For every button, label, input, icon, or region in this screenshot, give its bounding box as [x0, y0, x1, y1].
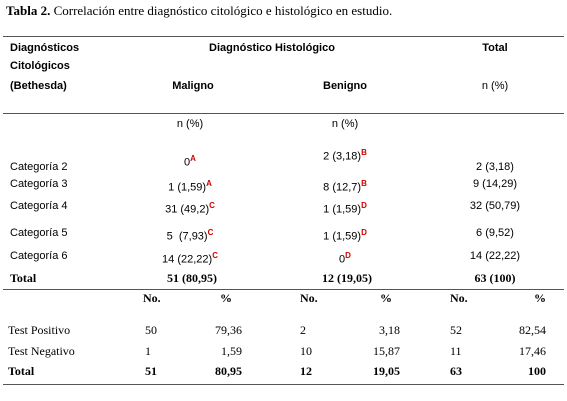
footnote-mark: B: [361, 148, 367, 157]
footnote-mark: B: [361, 179, 367, 188]
row-header: (Bethesda): [10, 80, 67, 92]
cell: 15,87: [373, 344, 400, 358]
footnote-mark: A: [206, 179, 212, 188]
column-header: Benigno: [323, 80, 367, 92]
cell: 79,36: [215, 323, 242, 337]
row-label: Categoría 2: [10, 161, 68, 173]
cell: 50: [145, 323, 157, 337]
cell-value: 1 (1,59): [168, 181, 207, 194]
cell-value: 0: [339, 253, 346, 266]
cell: 2: [300, 323, 306, 337]
cell: 82,54: [519, 323, 546, 337]
footnote-mark: D: [361, 201, 367, 210]
column-header: %: [380, 291, 392, 305]
cell-value: 1 (1,59): [323, 230, 362, 243]
cell: 11: [450, 344, 462, 358]
cell-value: 31 (49,2): [165, 203, 210, 216]
cell: 2 (3,18): [476, 161, 514, 173]
cell: 80,95: [215, 364, 242, 378]
footnote-mark: D: [361, 228, 367, 237]
row-label: Categoría 6: [10, 250, 68, 262]
rule: [3, 289, 564, 290]
footnote-mark: C: [209, 201, 215, 210]
cell-value: 14 (22,22): [162, 253, 213, 266]
column-header: No.: [450, 291, 468, 305]
cell: 0A: [184, 152, 196, 170]
footnote-mark: A: [190, 154, 196, 163]
column-header: Total: [482, 42, 508, 54]
cell: 5 (7,93)C: [167, 226, 214, 244]
column-header: %: [220, 291, 232, 305]
table-title: Tabla 2. Correlación entre diagnóstico c…: [6, 4, 392, 18]
title-text: Correlación entre diagnóstico citológico…: [53, 3, 393, 18]
cell-value: 5 (7,93): [166, 230, 208, 243]
row-header: Citológicos: [10, 60, 70, 72]
row-label: Categoría 3: [10, 178, 68, 190]
cell: 2 (3,18)B: [323, 146, 367, 164]
cell: 32 (50,79): [469, 200, 521, 212]
cell: 9 (14,29): [472, 178, 518, 190]
cell: 31 (49,2)C: [165, 199, 215, 217]
unit-header: n (%): [481, 80, 509, 92]
cell: 10: [300, 344, 312, 358]
cell: 8 (12,7)B: [323, 177, 367, 195]
column-header: Maligno: [172, 80, 214, 92]
cell: 51: [145, 364, 157, 378]
cell: 0D: [339, 249, 351, 267]
row-label: Total: [8, 364, 35, 378]
column-header: %: [534, 291, 546, 305]
cell: 1: [145, 344, 151, 358]
cell: 51 (80,95): [167, 271, 217, 285]
footnote-mark: C: [212, 251, 218, 260]
row-label: Total: [10, 271, 37, 285]
cell: 63: [450, 364, 462, 378]
cell: 1,59: [221, 344, 242, 358]
footnote-mark: D: [345, 251, 351, 260]
cell: 100: [528, 364, 546, 378]
cell: 1 (1,59)D: [323, 226, 367, 244]
title-label: Tabla 2.: [6, 3, 51, 18]
cell-value: 8 (12,7): [323, 181, 362, 194]
row-label: Test Negativo: [8, 344, 75, 358]
group-header: Diagnóstico Histológico: [209, 42, 335, 54]
cell-value: 2 (3,18): [323, 150, 362, 163]
row-label: Categoría 5: [10, 227, 68, 239]
cell: 12: [300, 364, 312, 378]
rule: [3, 384, 564, 385]
cell: 1 (1,59)A: [168, 177, 212, 195]
cell: 14 (22,22)C: [162, 249, 218, 267]
cell: 19,05: [373, 364, 400, 378]
cell: 3,18: [379, 323, 400, 337]
column-header: No.: [143, 291, 161, 305]
cell: 52: [450, 323, 462, 337]
cell: 1 (1,59)D: [323, 199, 367, 217]
cell: 6 (9,52): [476, 227, 514, 239]
cell-value: 1 (1,59): [323, 203, 362, 216]
row-label: Test Positivo: [8, 323, 71, 337]
unit-header: n (%): [331, 118, 359, 130]
rule: [3, 113, 564, 114]
column-header: No.: [300, 291, 318, 305]
footnote-mark: C: [207, 228, 214, 237]
row-header: Diagnósticos: [10, 42, 80, 54]
cell: 14 (22,22): [469, 250, 521, 262]
cell: 12 (19,05): [322, 271, 372, 285]
cell: 17,46: [519, 344, 546, 358]
rule: [3, 36, 564, 37]
row-label: Categoría 4: [10, 200, 68, 212]
unit-header: n (%): [176, 118, 204, 130]
cell: 63 (100): [474, 271, 516, 285]
cell-value: 0: [184, 156, 191, 169]
